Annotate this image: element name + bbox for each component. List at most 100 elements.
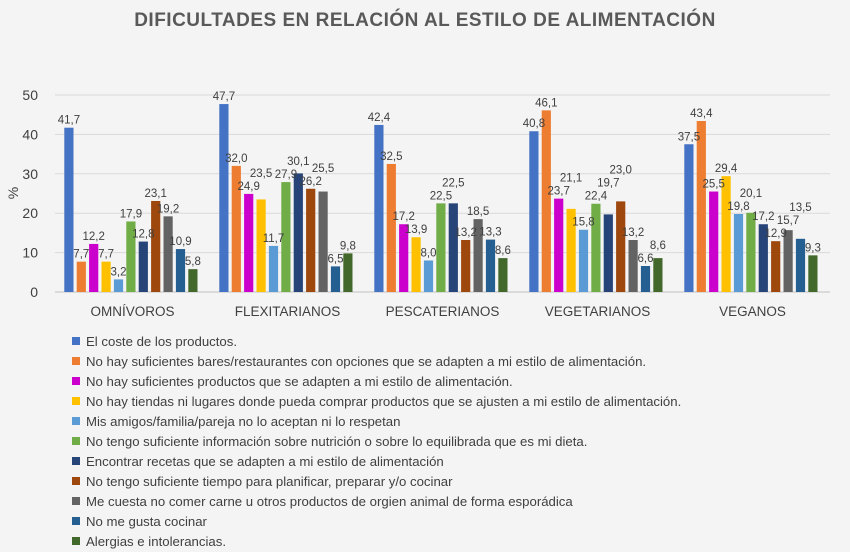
data-label: 32,0 — [225, 153, 247, 165]
bar — [473, 219, 483, 292]
bar — [628, 239, 638, 292]
legend-swatch — [72, 397, 80, 405]
data-label: 12,2 — [83, 231, 105, 243]
bar — [485, 239, 496, 292]
legend-swatch — [72, 477, 80, 485]
bar — [684, 144, 694, 292]
data-label: 27,9 — [275, 169, 297, 181]
legend-label: Encontrar recetas que se adapten a mi es… — [86, 453, 444, 469]
bar — [138, 241, 148, 292]
data-label: 23,7 — [548, 186, 570, 198]
bar — [436, 203, 446, 292]
data-label: 13,3 — [479, 227, 501, 239]
legend-label: No tengo suficiente información sobre nu… — [86, 433, 588, 449]
y-tick-label: 10 — [22, 245, 38, 261]
bar — [721, 176, 731, 292]
bar-chart: 0 10 20 30 40 50% OMNÍVOROS 41,7 7,7 12,2 7,7 3,2 17… — [5, 87, 830, 319]
data-label: 43,4 — [690, 108, 713, 120]
bar — [448, 203, 458, 292]
legend-item: Encontrar recetas que se adapten a mi es… — [72, 451, 681, 471]
data-label: 13,2 — [455, 227, 477, 239]
data-label: 40,8 — [523, 118, 545, 130]
bar — [578, 229, 589, 292]
bar — [423, 260, 434, 292]
data-label: 23,1 — [145, 188, 167, 200]
bar — [281, 182, 291, 292]
legend-item: No me gusta cocinar — [72, 511, 681, 531]
data-label: 20,1 — [740, 188, 762, 200]
bar — [244, 193, 254, 292]
data-label: 23,5 — [250, 168, 272, 180]
y-tick-label: 40 — [22, 126, 38, 142]
data-label: 19,2 — [157, 203, 179, 215]
legend-swatch — [72, 517, 80, 525]
data-label: 19,7 — [597, 178, 619, 190]
bar — [783, 230, 793, 292]
legend-item: No tengo suficiente tiempo para planific… — [72, 471, 681, 491]
data-label: 3,2 — [111, 266, 127, 278]
data-label: 15,7 — [777, 215, 799, 227]
bar — [566, 208, 576, 292]
legend-item: No hay tiendas ni lugares donde pueda co… — [72, 391, 681, 411]
legend-item: Me cuesta no comer carne u otros product… — [72, 491, 681, 511]
bar — [554, 198, 564, 292]
legend-label: No hay suficientes productos que se adap… — [86, 373, 513, 389]
data-label: 37,5 — [678, 131, 700, 143]
data-label: 5,8 — [185, 256, 201, 268]
bar — [808, 255, 818, 292]
data-label: 6,6 — [638, 253, 654, 265]
chart-title: DIFICULTADES EN RELACIÓN AL ESTILO DE AL… — [134, 10, 716, 31]
data-label: 6,5 — [328, 253, 344, 265]
bar — [89, 243, 99, 292]
data-label: 12,8 — [132, 229, 154, 241]
data-label: 9,8 — [340, 240, 356, 252]
data-label: 7,7 — [98, 249, 114, 261]
legend-item: No tengo suficiente información sobre nu… — [72, 431, 681, 451]
legend-swatch — [72, 457, 80, 465]
y-axis-label: % — [5, 187, 21, 199]
legend-swatch — [72, 337, 80, 345]
bar — [330, 266, 341, 292]
legend-label: No me gusta cocinar — [86, 513, 207, 529]
bar — [411, 237, 421, 292]
bar — [733, 213, 744, 292]
legend-label: Me cuesta no comer carne u otros product… — [86, 493, 573, 509]
bar — [616, 201, 626, 292]
bar — [653, 258, 663, 292]
bar — [603, 214, 613, 292]
data-label: 41,7 — [58, 115, 80, 127]
data-label: 46,1 — [535, 97, 557, 109]
bar — [231, 165, 241, 292]
bar — [591, 203, 601, 292]
bar — [696, 121, 706, 292]
category-label: PESCATERIANOS — [386, 304, 500, 319]
data-label: 7,7 — [73, 249, 89, 261]
bar — [758, 224, 768, 292]
legend-item: Alergias e intolerancias. — [72, 531, 681, 551]
legend-swatch — [72, 357, 80, 365]
bar — [293, 173, 303, 292]
legend-swatch — [72, 537, 80, 545]
bar — [795, 238, 806, 292]
legend-swatch — [72, 497, 80, 505]
legend-label: Alergias e intolerancias. — [86, 533, 227, 549]
legend-label: No tengo suficiente tiempo para planific… — [86, 473, 453, 489]
bar — [163, 216, 173, 292]
data-label: 42,4 — [368, 112, 391, 124]
data-label: 21,1 — [560, 173, 582, 185]
bar — [399, 224, 409, 292]
category-label: FLEXITARIANOS — [235, 304, 341, 319]
bar — [101, 261, 111, 292]
bar — [306, 188, 316, 292]
legend-swatch — [72, 377, 80, 385]
legend-item: No hay suficientes productos que se adap… — [72, 371, 681, 391]
bar — [709, 191, 719, 292]
y-tick-label: 0 — [30, 284, 38, 300]
data-label: 25,5 — [703, 179, 725, 191]
bar — [746, 212, 756, 292]
data-label: 18,5 — [467, 206, 489, 218]
data-label: 25,5 — [312, 163, 334, 175]
bar — [175, 249, 186, 292]
bar — [76, 261, 86, 292]
bar — [126, 221, 136, 292]
